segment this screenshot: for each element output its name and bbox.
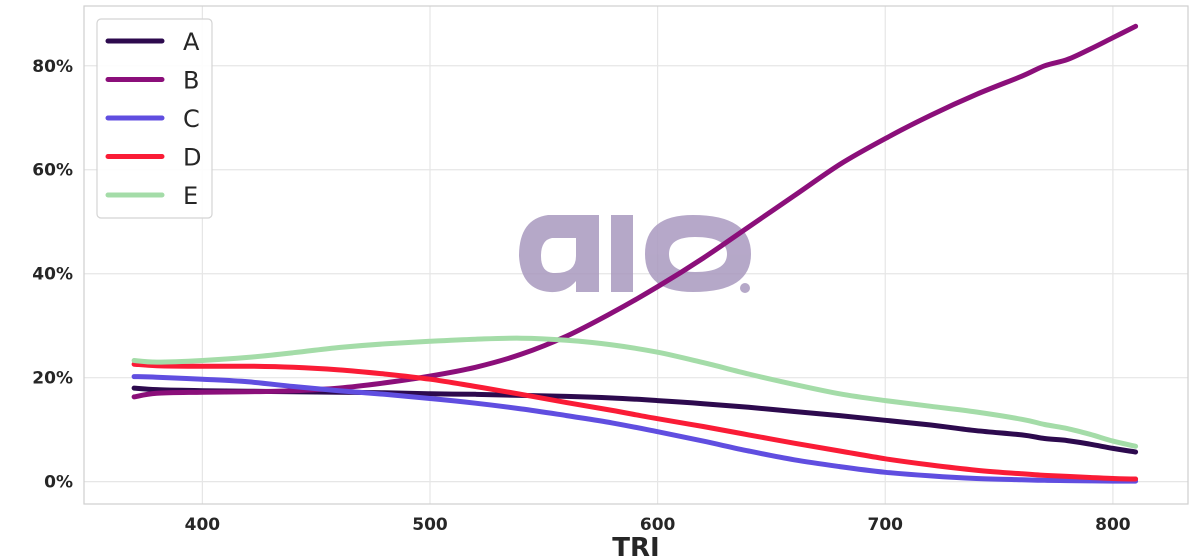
- series-line-a: [131, 385, 1139, 455]
- y-tick-label: 40%: [32, 265, 73, 285]
- watermark-letter-o: [645, 215, 751, 292]
- legend-label-a: A: [183, 28, 200, 56]
- x-axis-ticks: 400 500 600 700 800: [185, 515, 1131, 535]
- plot-frame: [83, 5, 1189, 505]
- y-tick-label: 80%: [32, 57, 73, 77]
- y-tick-label: 20%: [32, 369, 73, 389]
- x-tick-label: 500: [412, 515, 448, 535]
- x-axis-title: TRI: [612, 533, 659, 560]
- x-tick-label: 400: [185, 515, 221, 535]
- x-tick-label: 800: [1095, 515, 1131, 535]
- x-tick-label: 600: [640, 515, 676, 535]
- y-tick-label: 60%: [32, 161, 73, 181]
- watermark-letter-i: [611, 215, 633, 292]
- legend-label-b: B: [183, 67, 199, 95]
- series-line-b: [131, 23, 1139, 400]
- watermark-logo: [519, 215, 751, 293]
- series-line-d: [131, 361, 1139, 482]
- y-tick-label: 0%: [44, 473, 73, 493]
- y-axis-ticks: 0% 20% 40% 60% 80%: [32, 57, 73, 493]
- series-line-e: [131, 335, 1139, 449]
- x-tick-label: 700: [868, 515, 904, 535]
- series-line-c: [131, 374, 1139, 484]
- legend-label-e: E: [183, 182, 198, 210]
- legend-label-d: D: [183, 144, 201, 172]
- legend-label-c: C: [183, 105, 200, 133]
- series-lines: [131, 23, 1139, 484]
- watermark-letter-a: [519, 215, 599, 293]
- watermark-dot: [740, 283, 750, 293]
